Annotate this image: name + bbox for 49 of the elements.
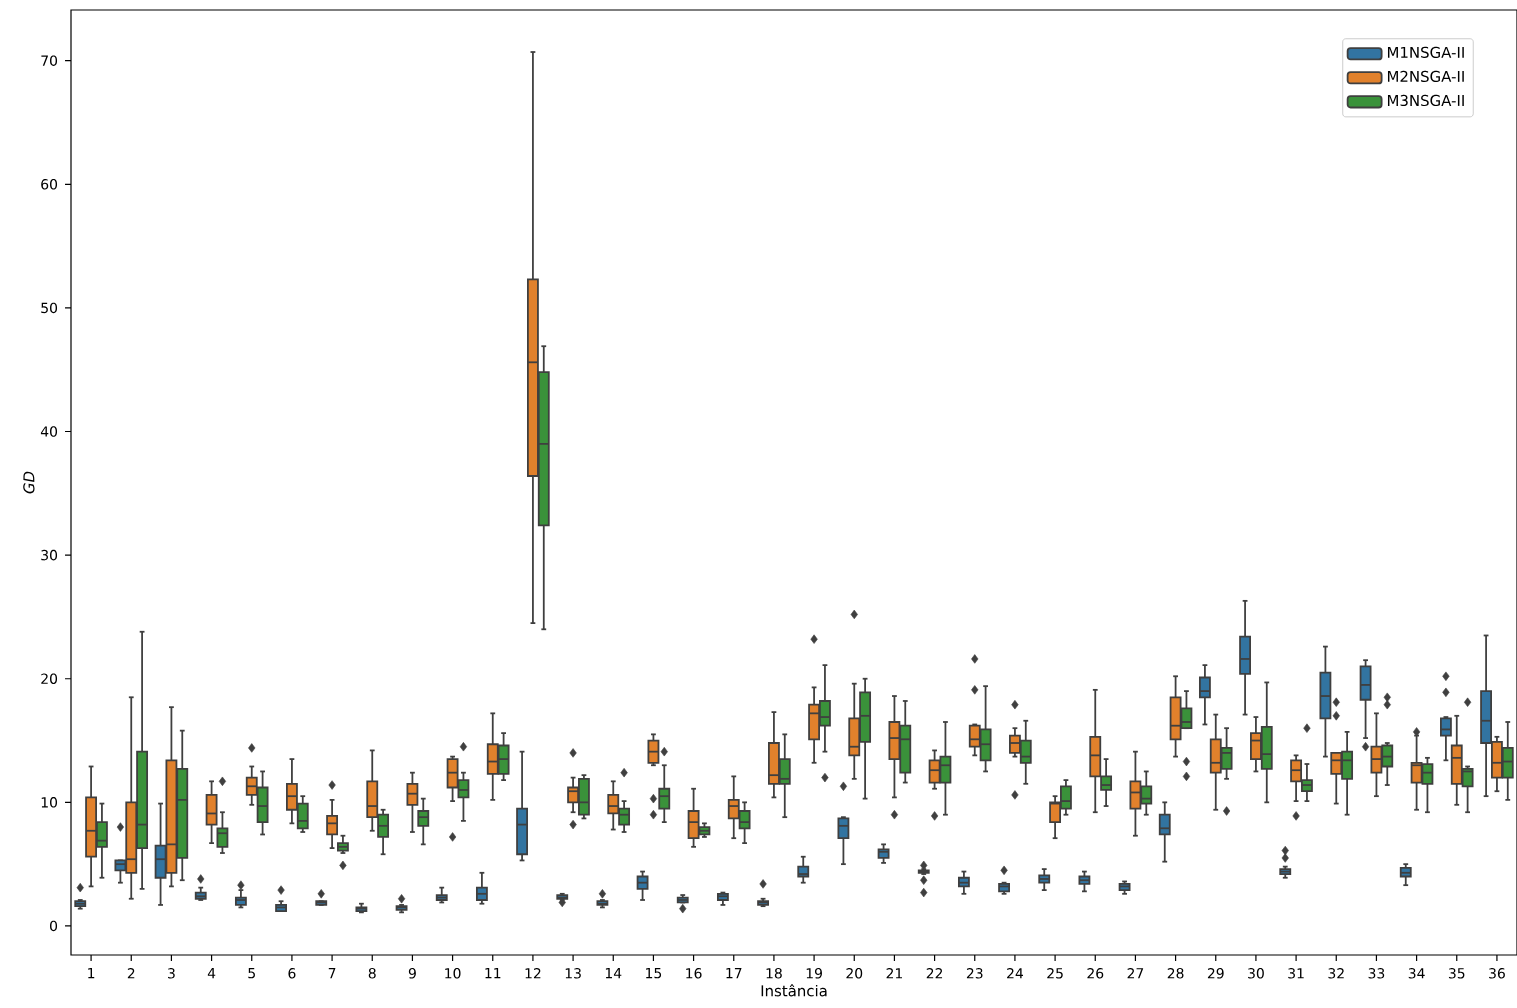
x-tick-label: 10	[445, 968, 461, 979]
x-tick-label: 2	[127, 968, 135, 979]
x-tick-label: 21	[886, 968, 903, 979]
x-tick-label: 3	[168, 968, 175, 979]
x-tick-label: 7	[328, 968, 336, 979]
x-tick-label: 29	[1207, 968, 1224, 979]
x-tick-label: 30	[1248, 968, 1264, 979]
legend-label: M1NSGA-II	[1387, 46, 1464, 59]
x-axis-title: Instância	[761, 984, 827, 997]
x-tick-label: 33	[1368, 968, 1385, 979]
x-tick-label: 22	[926, 968, 943, 979]
x-tick-label: 25	[1047, 968, 1063, 979]
x-tick-label: 8	[368, 968, 376, 979]
x-tick-label: 5	[248, 968, 255, 979]
x-tick-label: 18	[766, 968, 782, 979]
x-tick-label: 32	[1328, 968, 1344, 979]
x-tick-label: 34	[1408, 968, 1425, 979]
y-tick-label: 10	[41, 797, 58, 808]
y-tick-label: 70	[41, 55, 58, 66]
y-tick-label: 60	[41, 179, 58, 190]
x-tick-label: 36	[1489, 968, 1505, 979]
x-tick-label: 13	[565, 968, 581, 979]
x-tick-label: 31	[1288, 968, 1304, 979]
x-tick-label: 6	[288, 968, 296, 979]
x-tick-label: 17	[726, 968, 742, 979]
x-tick-label: 24	[1007, 968, 1024, 979]
y-tick-label: 40	[40, 426, 58, 437]
x-tick-label: 15	[646, 968, 662, 979]
x-tick-label: 14	[605, 968, 622, 979]
x-tick-label: 12	[525, 968, 541, 979]
y-tick-label: 30	[41, 549, 58, 561]
x-tick-label: 20	[846, 968, 863, 979]
y-tick-label: 20	[41, 673, 58, 684]
y-tick-label: 0	[50, 920, 58, 932]
x-tick-label: 9	[408, 968, 416, 979]
x-tick-label: 28	[1167, 968, 1184, 979]
x-tick-label: 26	[1087, 968, 1104, 979]
y-axis-title: GD	[23, 471, 35, 494]
x-tick-label: 4	[207, 968, 216, 979]
x-tick-label: 11	[485, 968, 501, 979]
x-tick-label: 1	[88, 968, 95, 979]
x-tick-label: 27	[1127, 968, 1144, 979]
x-tick-label: 35	[1448, 968, 1465, 979]
y-tick-label: 50	[41, 302, 58, 314]
x-tick-label: 19	[806, 968, 822, 979]
x-tick-label: 23	[966, 968, 983, 979]
x-tick-label: 16	[686, 968, 702, 979]
legend-label: M3NSGA-II	[1387, 94, 1464, 107]
legend-label: M2NSGA-II	[1387, 70, 1464, 83]
